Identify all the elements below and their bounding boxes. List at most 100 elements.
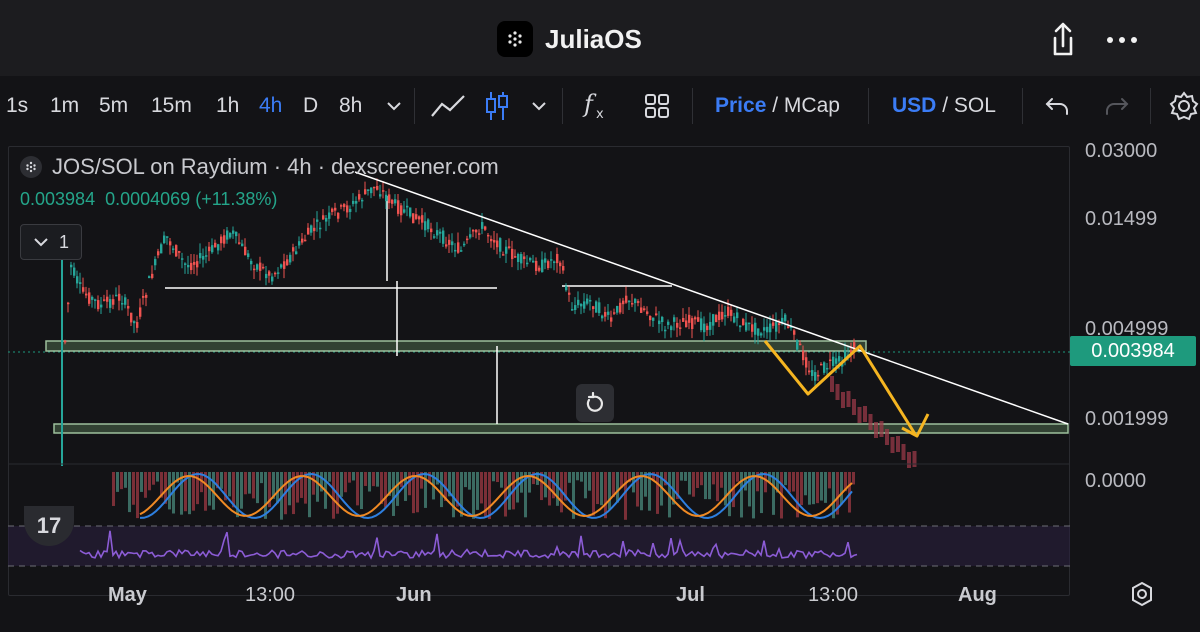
reset-chart-button[interactable] bbox=[576, 384, 614, 422]
candle-body bbox=[556, 253, 559, 264]
candle-body bbox=[454, 249, 457, 252]
candle-body bbox=[778, 323, 781, 326]
candle-body bbox=[742, 318, 745, 326]
timeframe-1m[interactable]: 1m bbox=[50, 94, 80, 117]
app-title-group: JuliaOS bbox=[497, 19, 642, 59]
timeframe-5m[interactable]: 5m bbox=[99, 94, 129, 117]
line-chart-icon[interactable] bbox=[428, 90, 468, 122]
candle-body bbox=[805, 357, 808, 368]
legend-collapse-button[interactable]: 1 bbox=[20, 224, 82, 260]
candle-body bbox=[760, 333, 763, 336]
macd-bar bbox=[844, 472, 847, 492]
candle-body bbox=[307, 227, 310, 235]
candle-body bbox=[775, 321, 778, 332]
timeframe-4h[interactable]: 4h bbox=[259, 94, 283, 117]
timeframe-1h[interactable]: 1h bbox=[216, 94, 240, 117]
more-icon[interactable] bbox=[1100, 20, 1144, 60]
usd-option[interactable]: USD bbox=[892, 94, 937, 117]
candle-body bbox=[733, 316, 736, 323]
macd-bar bbox=[136, 472, 139, 519]
candle-body bbox=[181, 258, 184, 260]
mcap-option[interactable]: MCap bbox=[783, 94, 840, 117]
candle-body bbox=[649, 316, 652, 321]
indicator-badge[interactable]: 17 bbox=[24, 506, 74, 546]
candle-body bbox=[421, 215, 424, 223]
candle-body bbox=[709, 321, 712, 330]
candle-body bbox=[580, 304, 583, 307]
macd-bar bbox=[232, 472, 235, 508]
chart-settings-icon[interactable] bbox=[1128, 580, 1156, 608]
timeframe-chevron-down-icon[interactable] bbox=[382, 90, 406, 122]
chart-canvas[interactable]: JOS/SOL on Raydium · 4h · dexscreener.co… bbox=[0, 136, 1200, 632]
macd-bar bbox=[188, 472, 191, 515]
price-option[interactable]: Price bbox=[715, 94, 767, 117]
macd-bar bbox=[732, 472, 735, 508]
candle-body bbox=[811, 370, 814, 377]
indicators-fx-icon[interactable]: f x bbox=[580, 90, 612, 122]
redo-icon[interactable] bbox=[1102, 90, 1132, 122]
candle-body bbox=[328, 212, 331, 219]
price-mcap-toggle[interactable]: Price / MCap bbox=[715, 94, 840, 118]
svg-text:x: x bbox=[596, 107, 604, 122]
chart-type-chevron-down-icon[interactable] bbox=[527, 90, 551, 122]
macd-bar bbox=[816, 472, 819, 504]
macd-bar bbox=[248, 472, 251, 494]
candle-body bbox=[244, 246, 247, 256]
support-zone-lower bbox=[53, 423, 1069, 434]
candle-body bbox=[769, 323, 772, 333]
macd-bar bbox=[576, 472, 579, 481]
macd-bar bbox=[180, 472, 183, 515]
svg-text:f: f bbox=[582, 90, 597, 118]
share-icon[interactable] bbox=[1043, 20, 1083, 60]
macd-bar bbox=[128, 472, 131, 513]
candle-body bbox=[178, 251, 181, 253]
timeframe-d[interactable]: D bbox=[303, 94, 319, 117]
timeframe-15m[interactable]: 15m bbox=[151, 94, 192, 117]
candle-body bbox=[487, 234, 490, 237]
candlestick-icon[interactable] bbox=[482, 90, 512, 122]
candle-body bbox=[313, 227, 316, 232]
candle-body bbox=[739, 325, 742, 328]
candle-body bbox=[88, 292, 91, 304]
candle-body bbox=[304, 239, 307, 242]
candle-body bbox=[832, 356, 835, 366]
candle-body bbox=[757, 328, 760, 336]
candle-body bbox=[403, 209, 406, 213]
undo-icon[interactable] bbox=[1042, 90, 1072, 122]
macd-bar bbox=[580, 472, 583, 482]
macd-bar bbox=[308, 472, 311, 518]
macd-bar bbox=[236, 472, 239, 518]
candle-body bbox=[175, 245, 178, 257]
macd-bar bbox=[332, 472, 335, 519]
candle-body bbox=[94, 299, 97, 301]
macd-bar bbox=[788, 472, 791, 493]
macd-bar bbox=[472, 472, 475, 519]
candle-body bbox=[583, 301, 586, 309]
candle-body bbox=[646, 311, 649, 314]
candle-body bbox=[817, 374, 820, 377]
sol-option[interactable]: SOL bbox=[953, 94, 996, 117]
macd-bar bbox=[656, 472, 659, 514]
candle-body bbox=[724, 315, 727, 317]
macd-bar bbox=[160, 472, 163, 498]
timeframe-8h[interactable]: 8h bbox=[339, 94, 363, 117]
macd-bar bbox=[440, 472, 443, 508]
candle-body bbox=[445, 244, 448, 247]
macd-bar bbox=[468, 472, 471, 490]
macd-bar bbox=[384, 472, 387, 508]
macd-bar bbox=[348, 472, 351, 483]
candle-body bbox=[322, 215, 325, 220]
currency-toggle[interactable]: USD / SOL bbox=[892, 94, 996, 118]
gear-icon[interactable] bbox=[1168, 90, 1200, 122]
layout-grid-icon[interactable] bbox=[642, 90, 672, 122]
macd-bar bbox=[692, 472, 695, 497]
macd-bar bbox=[168, 472, 171, 510]
macd-bar bbox=[260, 472, 263, 484]
collapse-count: 1 bbox=[58, 231, 69, 252]
macd-bar bbox=[364, 472, 367, 486]
candle-body bbox=[388, 194, 391, 204]
timeframe-1s[interactable]: 1s bbox=[6, 94, 29, 117]
candle-body bbox=[400, 205, 403, 216]
price-chart-svg bbox=[8, 171, 1070, 567]
time-axis-label: May bbox=[108, 584, 147, 606]
